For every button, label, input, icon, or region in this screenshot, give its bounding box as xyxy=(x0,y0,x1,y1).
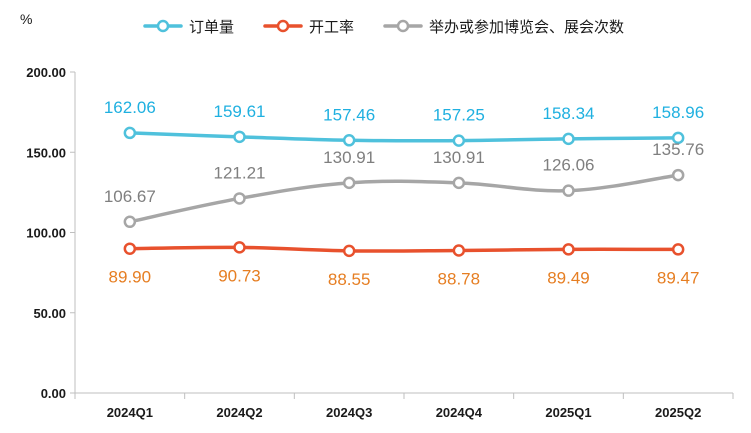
series-2-line xyxy=(128,173,680,224)
series-1 xyxy=(123,241,685,258)
legend-swatch-marker xyxy=(276,19,290,33)
series-2-data-label: 135.76 xyxy=(652,140,704,159)
x-tick-label: 2024Q2 xyxy=(216,405,262,420)
x-tick-label: 2025Q1 xyxy=(545,405,591,420)
series-0-point xyxy=(123,126,137,140)
series-2 xyxy=(123,168,685,229)
series-2-data-label: 121.21 xyxy=(214,163,266,182)
series-0-data-label: 157.46 xyxy=(323,105,375,124)
series-2-data-label: 126.06 xyxy=(543,156,595,175)
series-1-point xyxy=(233,241,246,254)
series-1-point xyxy=(123,242,137,255)
legend-item-2: 举办或参加博览会、展会次数 xyxy=(383,18,624,36)
series-layer xyxy=(123,126,685,258)
series-0-data-label: 159.61 xyxy=(214,102,266,121)
series-2-point xyxy=(342,176,356,190)
x-tick-label: 2024Q1 xyxy=(107,405,153,420)
series-0-line xyxy=(128,131,680,143)
series-2-point xyxy=(452,176,466,190)
series-2-point xyxy=(233,192,246,205)
series-1-line xyxy=(128,245,680,253)
series-2-data-label: 130.91 xyxy=(433,148,485,167)
series-1-data-label: 89.47 xyxy=(657,268,700,287)
series-1-point xyxy=(452,244,466,257)
legend-item-0: 订单量 xyxy=(143,18,234,36)
series-0-point xyxy=(671,131,685,145)
series-1-point xyxy=(342,244,356,258)
y-tick-label: 0.00 xyxy=(41,386,66,401)
legend-label: 开工率 xyxy=(309,18,354,36)
series-0-data-label: 157.25 xyxy=(433,106,485,125)
series-1-point xyxy=(671,243,685,256)
legend-swatch-marker xyxy=(156,19,170,33)
legend-label: 订单量 xyxy=(189,18,234,36)
series-0-data-label: 158.34 xyxy=(543,104,595,123)
series-0-point xyxy=(562,132,575,146)
series-1-data-label: 88.55 xyxy=(328,270,371,289)
series-2-point xyxy=(671,168,685,182)
series-0-data-label: 158.96 xyxy=(652,103,704,122)
series-0-point xyxy=(233,130,246,144)
series-2-data-label: 106.67 xyxy=(104,187,156,206)
series-1-data-label: 90.73 xyxy=(218,266,261,285)
series-0-data-label: 162.06 xyxy=(104,98,156,117)
x-tick-label: 2024Q4 xyxy=(436,405,483,420)
axes: 0.00 50.00 100.00 150.00 200.00 2024Q1 2024Q2 2… xyxy=(26,65,734,420)
legend: 订单量 开工率 举办或参加博览会、展会次数 xyxy=(143,18,624,36)
legend-item-1: 开工率 xyxy=(263,18,354,36)
series-0 xyxy=(123,126,685,147)
legend-swatch-marker xyxy=(396,19,410,33)
series-1-data-label: 89.90 xyxy=(109,268,152,287)
series-0-point xyxy=(342,134,356,147)
y-tick-label: 100.00 xyxy=(26,226,66,241)
legend-label: 举办或参加博览会、展会次数 xyxy=(429,18,624,36)
y-tick-label: 150.00 xyxy=(26,145,66,160)
y-unit-label: % xyxy=(20,11,32,27)
y-tick-label: 200.00 xyxy=(26,65,66,80)
series-2-point xyxy=(123,215,137,229)
series-1-data-label: 89.49 xyxy=(547,268,590,287)
x-tick-label: 2024Q3 xyxy=(326,405,372,420)
series-2-data-label: 130.91 xyxy=(323,148,375,167)
series-1-data-label: 88.78 xyxy=(438,270,481,289)
series-1-point xyxy=(562,243,575,256)
y-tick-label: 50.00 xyxy=(33,306,66,321)
x-tick-label: 2025Q2 xyxy=(655,405,701,420)
series-2-point xyxy=(562,184,575,197)
series-0-point xyxy=(452,134,466,147)
data-labels: 162.06 159.61 157.46 157.25 158.34 158.96 89.9… xyxy=(104,98,704,289)
